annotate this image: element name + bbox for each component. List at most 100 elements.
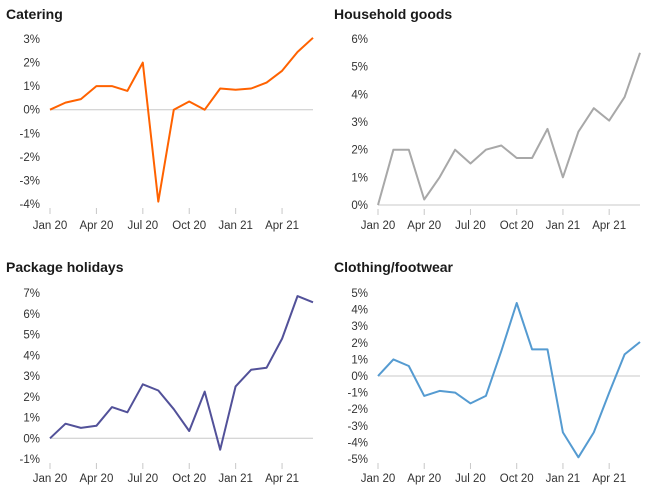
series-line <box>377 52 641 206</box>
data-point <box>439 176 441 178</box>
data-point <box>80 98 82 100</box>
y-tick-label: 1% <box>23 81 40 93</box>
data-point <box>531 157 533 159</box>
data-point <box>235 385 237 387</box>
data-point <box>593 431 595 433</box>
data-point <box>562 176 564 178</box>
x-tick-label: Jul 20 <box>127 473 158 485</box>
data-point <box>485 395 487 397</box>
x-tick-label: Jul 20 <box>127 220 158 232</box>
y-tick-label: 0% <box>23 433 40 445</box>
y-tick-label: 5% <box>23 330 40 342</box>
x-tick-label: Jan 21 <box>546 220 581 232</box>
y-tick-label: 4% <box>351 305 368 317</box>
data-point <box>64 423 66 425</box>
y-tick-label: 2% <box>23 58 40 70</box>
chart-title-package-holidays: Package holidays <box>6 259 124 275</box>
y-tick-label: 6% <box>351 34 368 46</box>
y-tick-label: 3% <box>351 321 368 333</box>
x-tick-label: Jan 20 <box>33 473 68 485</box>
data-point <box>219 449 221 451</box>
data-point <box>593 107 595 109</box>
y-tick-label: 0% <box>351 371 368 383</box>
data-point <box>608 120 610 122</box>
x-tick-label: Jan 20 <box>361 220 396 232</box>
data-point <box>562 431 564 433</box>
data-point <box>204 109 206 111</box>
y-tick-label: 3% <box>351 117 368 129</box>
data-point <box>95 425 97 427</box>
data-point <box>64 102 66 104</box>
series-line <box>49 295 314 451</box>
y-tick-label: 6% <box>23 309 40 321</box>
data-point <box>142 383 144 385</box>
y-tick-label: 1% <box>351 172 368 184</box>
data-point <box>516 302 518 304</box>
y-tick-label: -3% <box>348 421 368 433</box>
data-point <box>95 85 97 87</box>
x-tick-label: Oct 20 <box>500 220 534 232</box>
y-tick-label: -1% <box>20 128 40 140</box>
data-point <box>204 391 206 393</box>
y-tick-label: -5% <box>348 454 368 466</box>
y-tick-label: -4% <box>20 199 40 211</box>
data-point <box>547 348 549 350</box>
data-point <box>49 109 51 111</box>
y-tick-label: 0% <box>23 105 40 117</box>
x-tick-label: Apr 20 <box>407 473 441 485</box>
data-point <box>608 392 610 394</box>
x-tick-label: Apr 21 <box>265 220 299 232</box>
data-point <box>219 88 221 90</box>
data-point <box>577 456 579 458</box>
y-tick-label: 2% <box>351 338 368 350</box>
y-tick-label: -3% <box>20 175 40 187</box>
y-tick-label: -1% <box>348 388 368 400</box>
data-point <box>392 358 394 360</box>
x-tick-label: Jan 20 <box>33 220 68 232</box>
data-point <box>281 338 283 340</box>
data-point <box>281 70 283 72</box>
y-tick-label: 4% <box>351 89 368 101</box>
data-point <box>377 375 379 377</box>
data-point <box>250 369 252 371</box>
data-point <box>157 201 159 203</box>
data-point <box>516 157 518 159</box>
data-point <box>173 408 175 410</box>
data-point <box>188 100 190 102</box>
y-tick-label: 1% <box>23 413 40 425</box>
x-tick-label: Jan 21 <box>546 473 581 485</box>
data-point <box>142 62 144 64</box>
x-tick-label: Apr 21 <box>592 473 626 485</box>
data-point <box>423 198 425 200</box>
data-point <box>80 427 82 429</box>
x-tick-label: Apr 20 <box>407 220 441 232</box>
x-tick-label: Oct 20 <box>172 220 206 232</box>
data-point <box>297 51 299 53</box>
data-point <box>485 149 487 151</box>
y-tick-label: 3% <box>23 34 40 46</box>
y-tick-label: -1% <box>20 454 40 466</box>
data-point <box>469 163 471 165</box>
data-point <box>157 390 159 392</box>
data-point <box>500 145 502 147</box>
data-point <box>111 406 113 408</box>
data-point <box>469 402 471 404</box>
x-tick-label: Apr 20 <box>79 220 113 232</box>
data-point <box>439 390 441 392</box>
data-point <box>639 341 641 343</box>
x-tick-label: Jan 21 <box>218 220 253 232</box>
y-tick-label: 7% <box>23 288 40 300</box>
data-point <box>639 52 641 54</box>
y-tick-label: 2% <box>23 392 40 404</box>
data-point <box>126 90 128 92</box>
data-point <box>266 367 268 369</box>
chart-title-catering: Catering <box>6 6 63 22</box>
series-line <box>49 37 314 203</box>
x-tick-label: Apr 20 <box>79 473 113 485</box>
data-point <box>49 437 51 439</box>
y-tick-label: -2% <box>348 404 368 416</box>
data-point <box>408 365 410 367</box>
y-tick-label: 2% <box>351 145 368 157</box>
